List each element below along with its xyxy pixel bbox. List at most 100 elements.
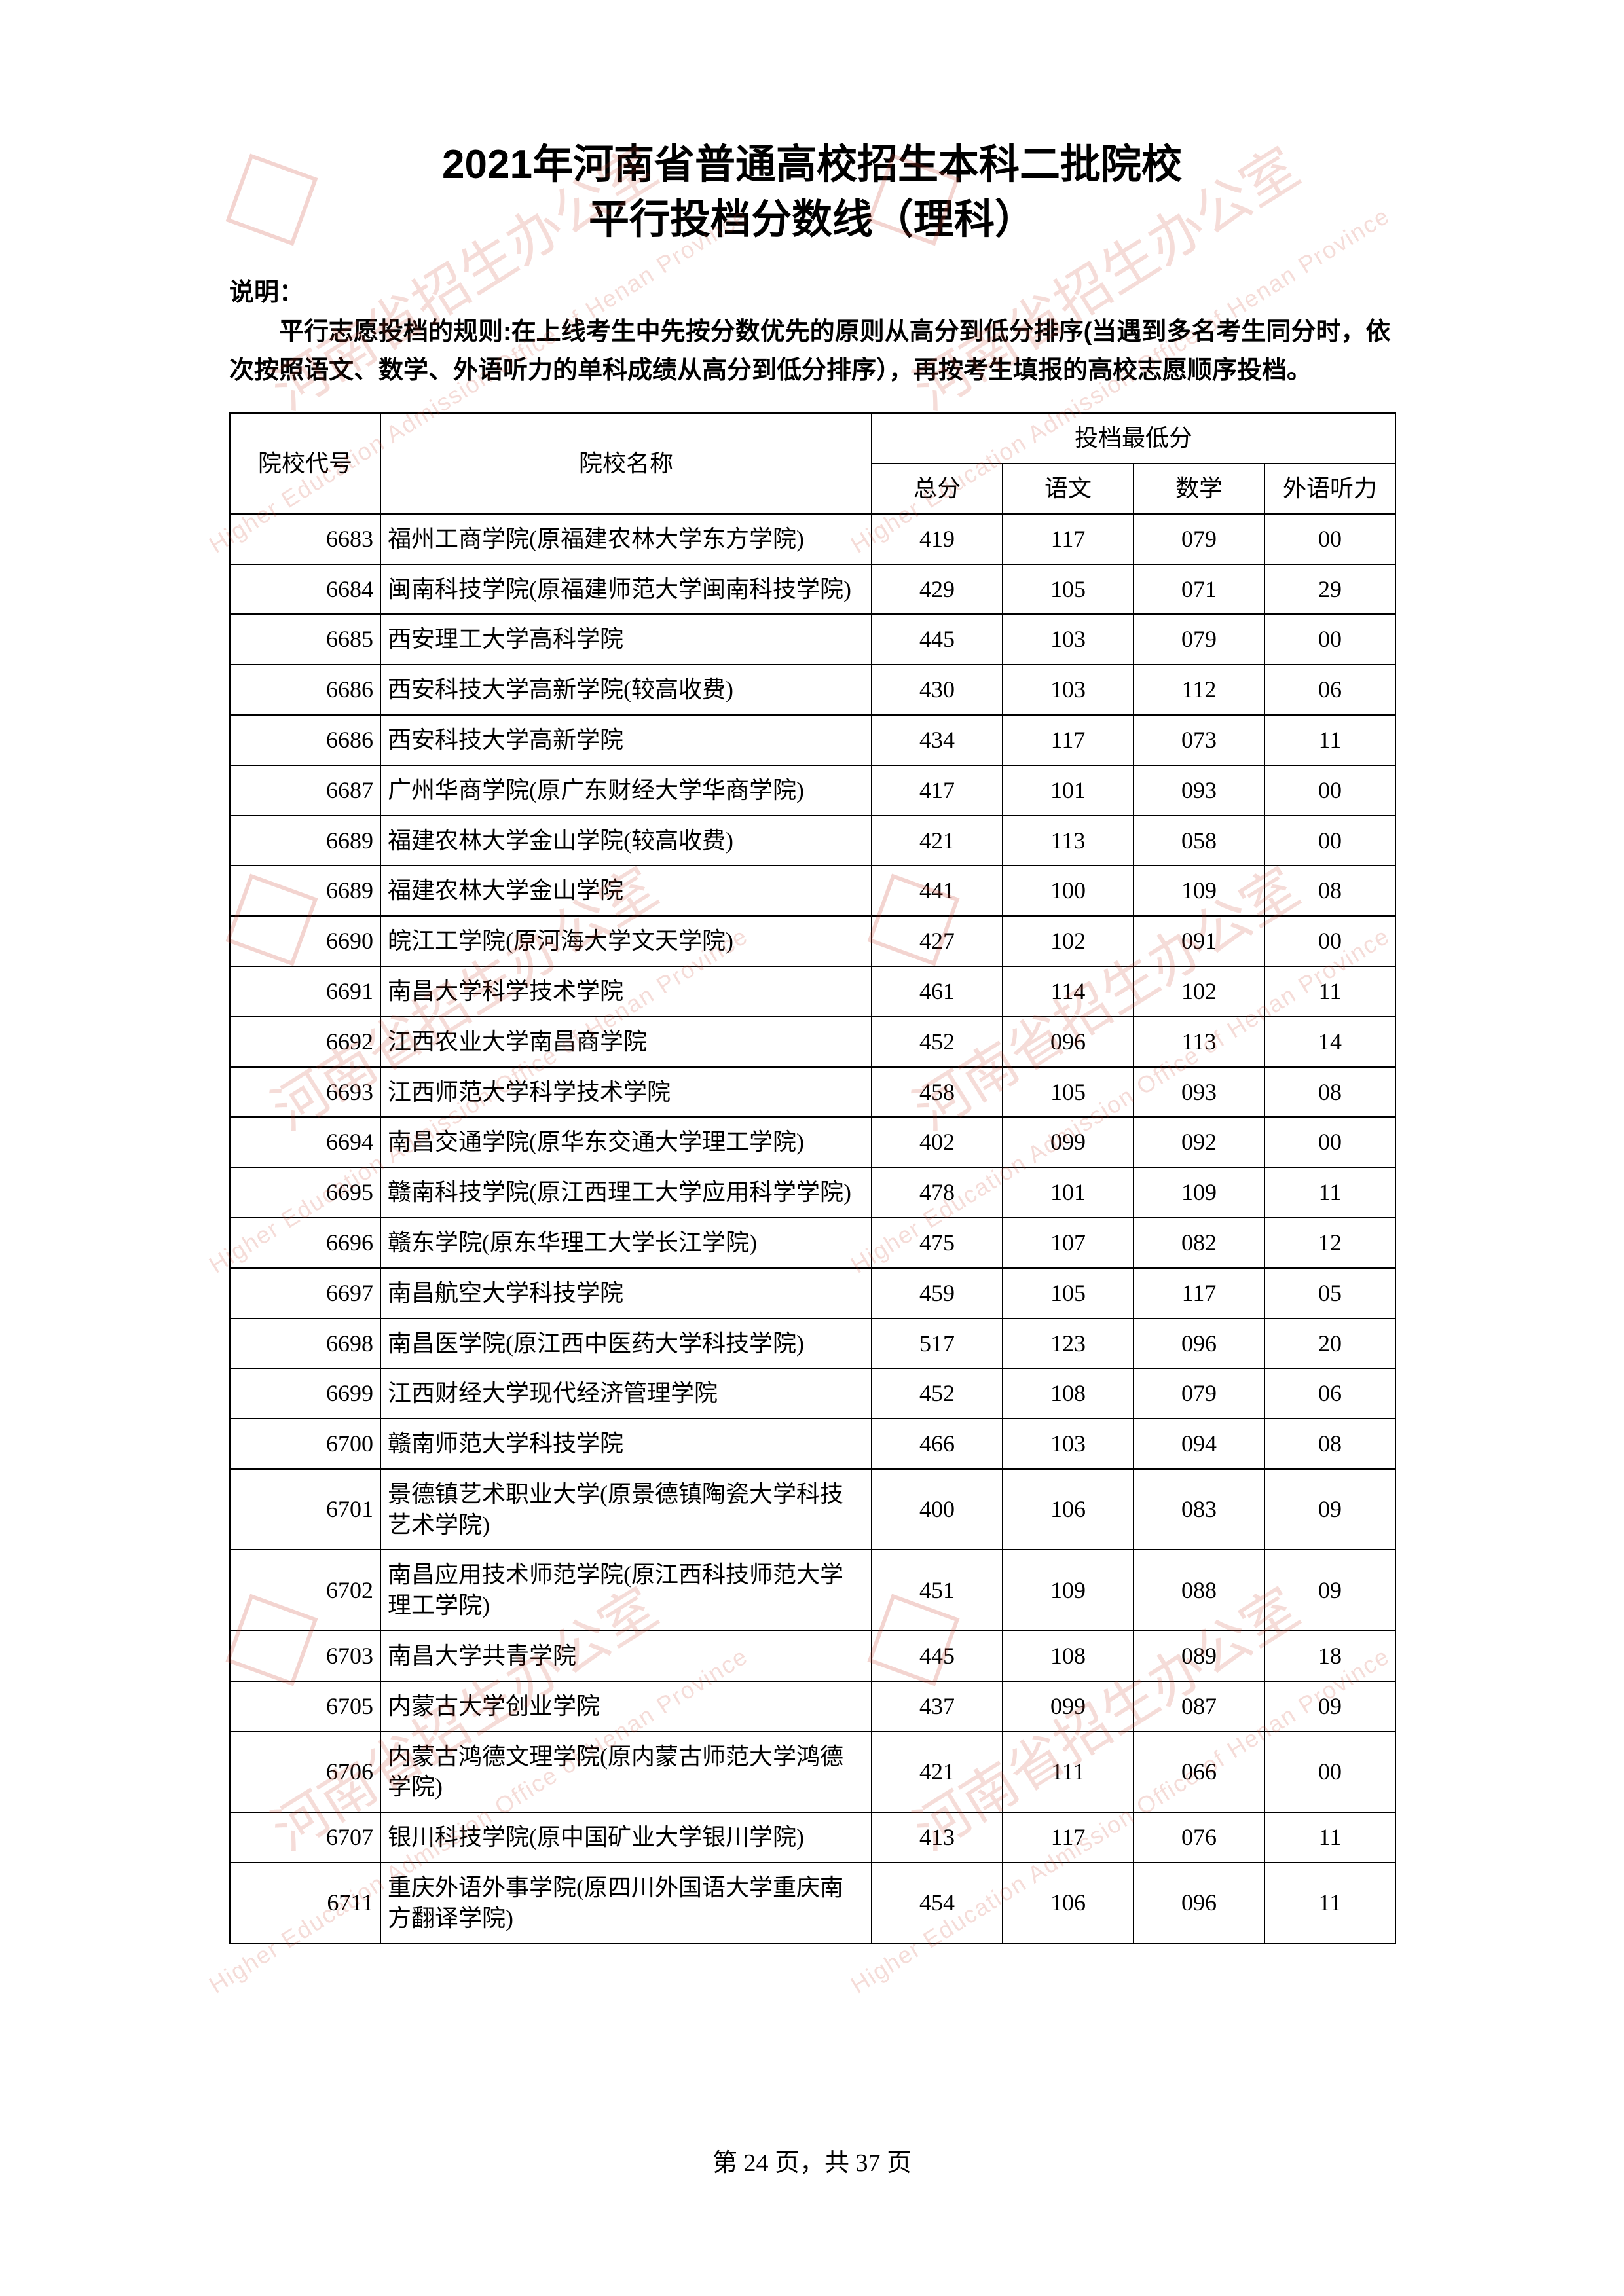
cell-listening: 08 [1264,1067,1395,1118]
cell-listening: 11 [1264,1812,1395,1863]
cell-total: 459 [872,1268,1003,1319]
cell-code: 6683 [230,514,380,564]
table-head: 院校代号 院校名称 投档最低分 总分 语文 数学 外语听力 [230,413,1395,514]
cell-listening: 09 [1264,1469,1395,1550]
cell-total: 417 [872,765,1003,816]
cell-name: 重庆外语外事学院(原四川外国语大学重庆南方翻译学院) [380,1863,872,1944]
page-title-line1: 2021年河南省普通高校招生本科二批院校 [229,137,1395,192]
table-row: 6687广州华商学院(原广东财经大学华商学院)41710109300 [230,765,1395,816]
cell-math: 079 [1134,1368,1264,1419]
cell-name: 南昌医学院(原江西中医药大学科技学院) [380,1319,872,1369]
cell-chinese: 101 [1003,1167,1134,1218]
cell-chinese: 106 [1003,1469,1134,1550]
table-row: 6691南昌大学科学技术学院46111410211 [230,966,1395,1017]
cell-listening: 00 [1264,916,1395,966]
cell-math: 066 [1134,1732,1264,1813]
table-row: 6703南昌大学共青学院44510808918 [230,1631,1395,1681]
explain-label: 说明： [229,272,1395,308]
cell-chinese: 103 [1003,614,1134,665]
cell-listening: 18 [1264,1631,1395,1681]
cell-chinese: 099 [1003,1681,1134,1732]
cell-code: 6691 [230,966,380,1017]
cell-code: 6707 [230,1812,380,1863]
cell-chinese: 117 [1003,1812,1134,1863]
table-row: 6700赣南师范大学科技学院46610309408 [230,1419,1395,1469]
cell-total: 454 [872,1863,1003,1944]
cell-listening: 05 [1264,1268,1395,1319]
cell-chinese: 096 [1003,1017,1134,1067]
cell-listening: 00 [1264,614,1395,665]
page: 河南省招生办公室 Higher Education Admission Offi… [0,0,1624,2296]
cell-listening: 14 [1264,1017,1395,1067]
table-row: 6686西安科技大学高新学院43411707311 [230,715,1395,765]
cell-total: 452 [872,1017,1003,1067]
cell-chinese: 103 [1003,665,1134,715]
score-table: 院校代号 院校名称 投档最低分 总分 语文 数学 外语听力 6683福州工商学院… [229,412,1396,1944]
cell-chinese: 103 [1003,1419,1134,1469]
cell-chinese: 105 [1003,564,1134,615]
cell-name: 江西财经大学现代经济管理学院 [380,1368,872,1419]
cell-listening: 20 [1264,1319,1395,1369]
cell-total: 452 [872,1368,1003,1419]
cell-math: 071 [1134,564,1264,615]
cell-total: 475 [872,1218,1003,1268]
cell-name: 景德镇艺术职业大学(原景德镇陶瓷大学科技艺术学院) [380,1469,872,1550]
cell-math: 092 [1134,1117,1264,1167]
cell-math: 091 [1134,916,1264,966]
cell-math: 076 [1134,1812,1264,1863]
cell-listening: 11 [1264,715,1395,765]
table-row: 6701景德镇艺术职业大学(原景德镇陶瓷大学科技艺术学院)40010608309 [230,1469,1395,1550]
cell-name: 福建农林大学金山学院(较高收费) [380,816,872,866]
cell-total: 400 [872,1469,1003,1550]
table-row: 6684闽南科技学院(原福建师范大学闽南科技学院)42910507129 [230,564,1395,615]
col-total: 总分 [872,464,1003,514]
cell-code: 6695 [230,1167,380,1218]
cell-math: 096 [1134,1319,1264,1369]
cell-listening: 09 [1264,1550,1395,1631]
cell-chinese: 101 [1003,765,1134,816]
cell-total: 421 [872,816,1003,866]
cell-chinese: 107 [1003,1218,1134,1268]
cell-math: 113 [1134,1017,1264,1067]
cell-chinese: 105 [1003,1067,1134,1118]
table-row: 6683福州工商学院(原福建农林大学东方学院)41911707900 [230,514,1395,564]
table-row: 6697南昌航空大学科技学院45910511705 [230,1268,1395,1319]
cell-total: 419 [872,514,1003,564]
cell-total: 445 [872,1631,1003,1681]
cell-listening: 06 [1264,1368,1395,1419]
cell-math: 083 [1134,1469,1264,1550]
cell-name: 内蒙古鸿德文理学院(原内蒙古师范大学鸿德学院) [380,1732,872,1813]
cell-total: 427 [872,916,1003,966]
cell-total: 458 [872,1067,1003,1118]
cell-listening: 00 [1264,514,1395,564]
col-group: 投档最低分 [872,413,1395,464]
cell-name: 江西农业大学南昌商学院 [380,1017,872,1067]
cell-chinese: 108 [1003,1368,1134,1419]
table-row: 6705内蒙古大学创业学院43709908709 [230,1681,1395,1732]
cell-math: 094 [1134,1419,1264,1469]
cell-total: 517 [872,1319,1003,1369]
cell-code: 6684 [230,564,380,615]
cell-listening: 08 [1264,1419,1395,1469]
cell-name: 西安科技大学高新学院 [380,715,872,765]
cell-code: 6703 [230,1631,380,1681]
table-row: 6706内蒙古鸿德文理学院(原内蒙古师范大学鸿德学院)42111106600 [230,1732,1395,1813]
table-row: 6686西安科技大学高新学院(较高收费)43010311206 [230,665,1395,715]
table-row: 6707银川科技学院(原中国矿业大学银川学院)41311707611 [230,1812,1395,1863]
cell-listening: 11 [1264,1167,1395,1218]
cell-code: 6685 [230,614,380,665]
cell-listening: 12 [1264,1218,1395,1268]
cell-code: 6686 [230,715,380,765]
cell-total: 402 [872,1117,1003,1167]
cell-chinese: 109 [1003,1550,1134,1631]
cell-listening: 00 [1264,816,1395,866]
cell-chinese: 111 [1003,1732,1134,1813]
cell-math: 112 [1134,665,1264,715]
cell-math: 087 [1134,1681,1264,1732]
col-math: 数学 [1134,464,1264,514]
cell-code: 6693 [230,1067,380,1118]
cell-code: 6700 [230,1419,380,1469]
cell-math: 079 [1134,614,1264,665]
cell-math: 109 [1134,866,1264,916]
cell-name: 赣南师范大学科技学院 [380,1419,872,1469]
